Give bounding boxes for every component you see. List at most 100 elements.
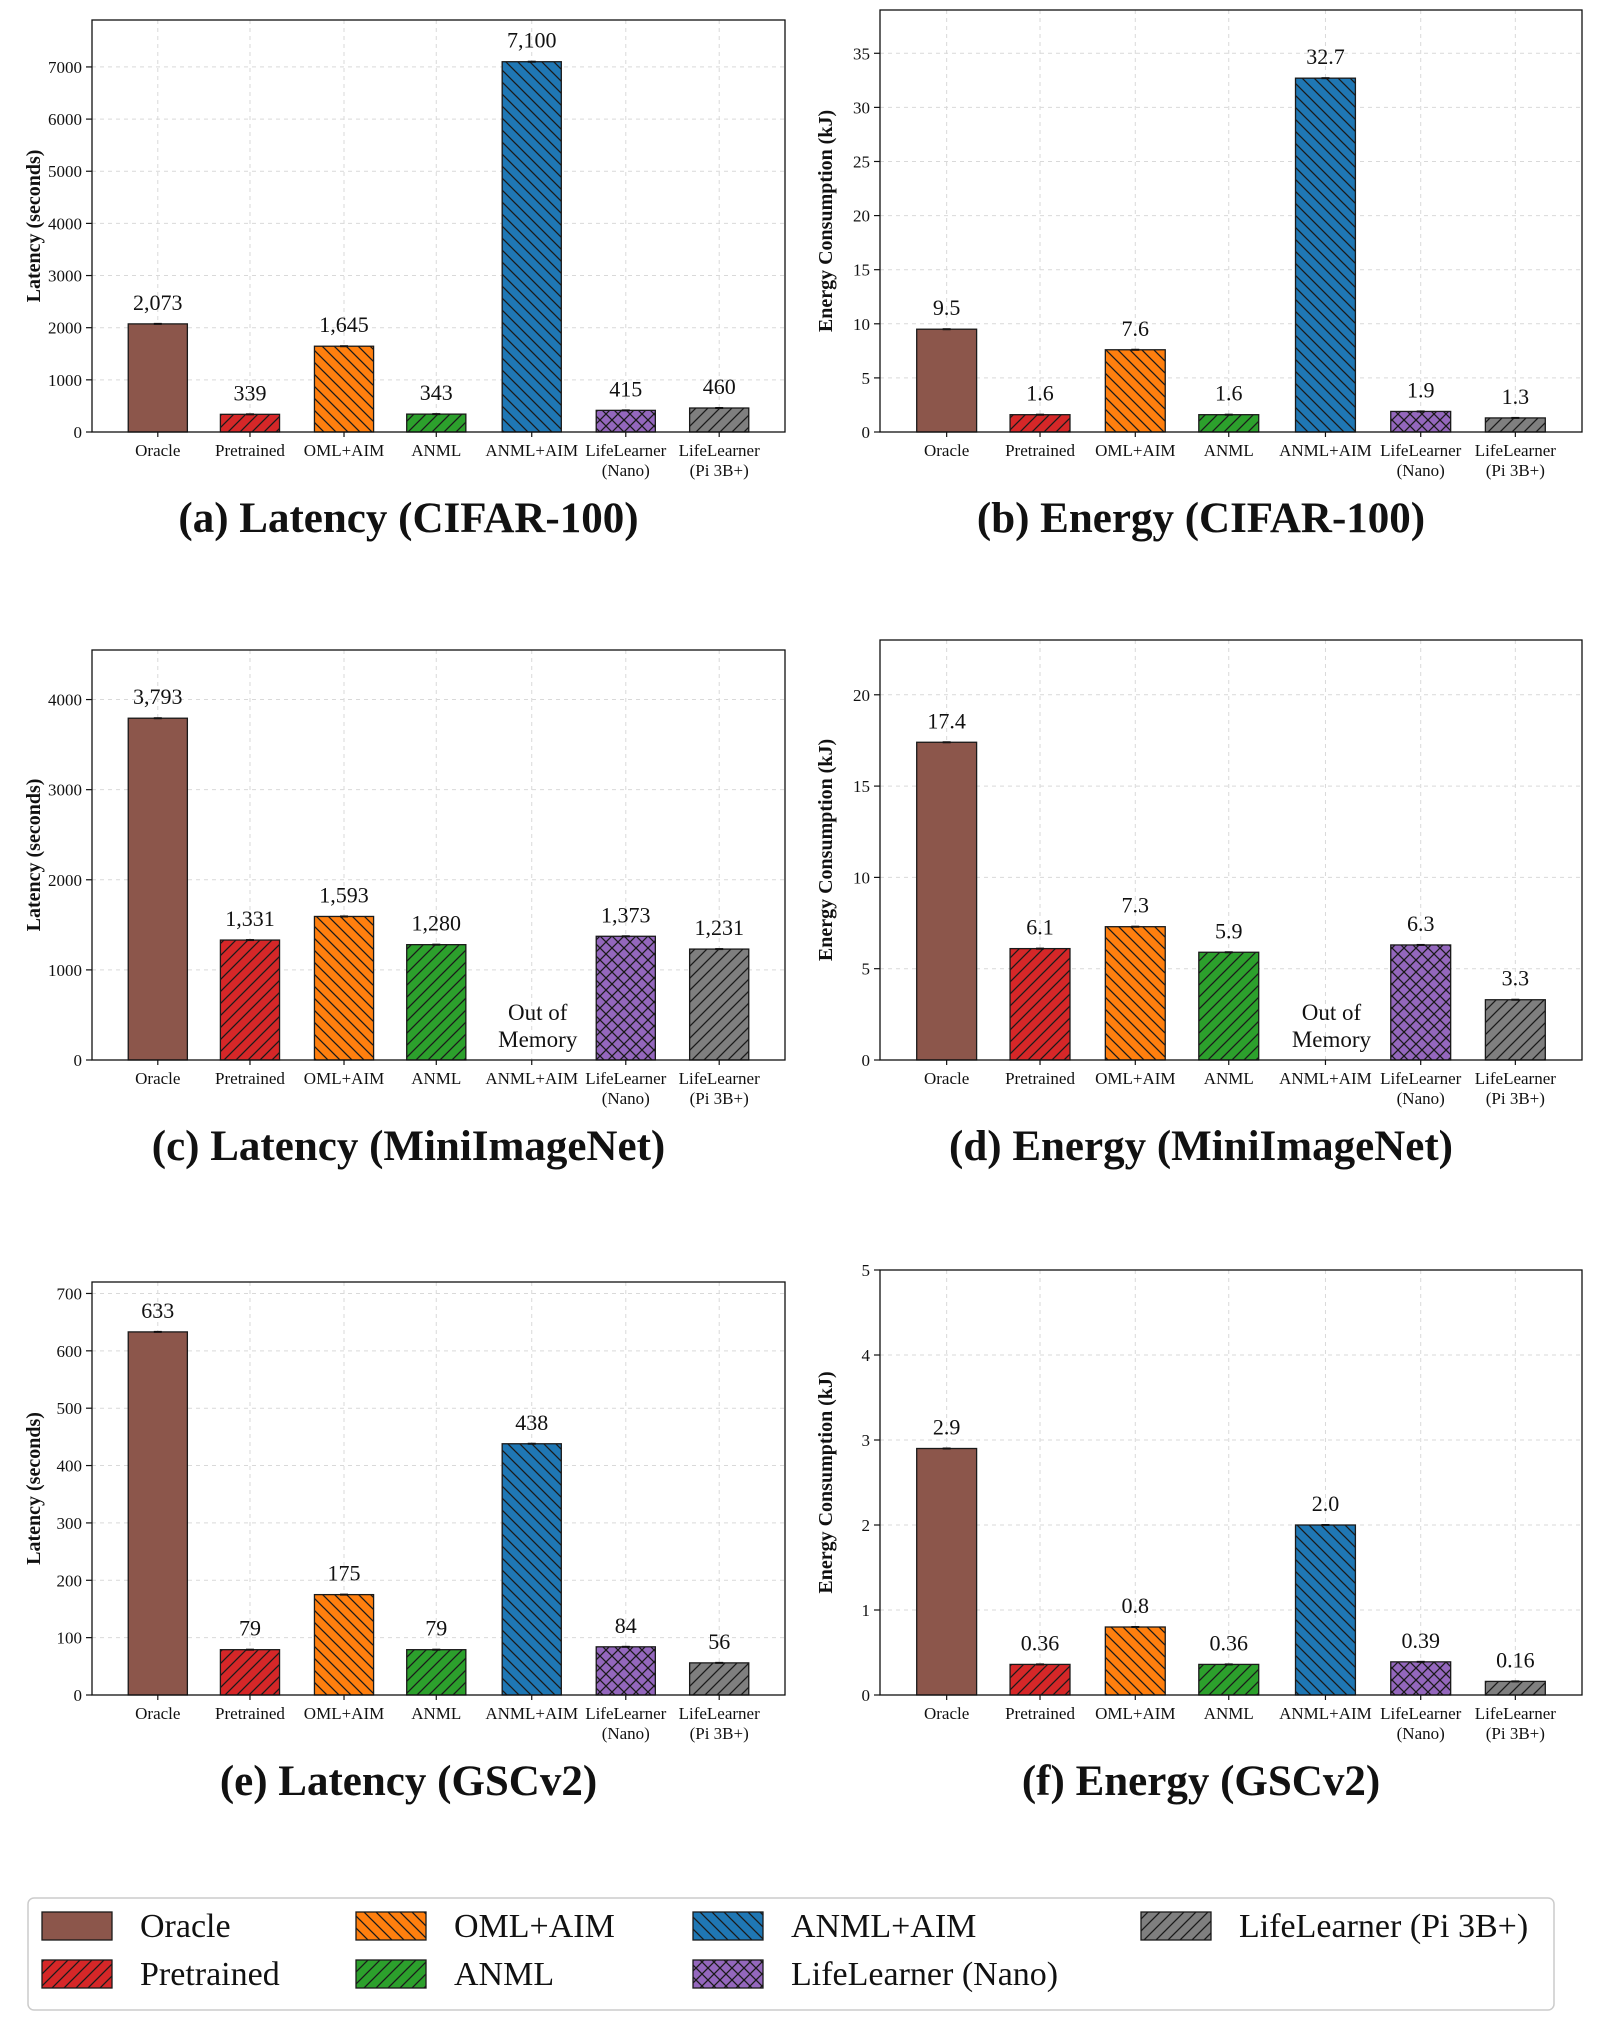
y-tick-label: 15 — [853, 261, 870, 280]
bar-lifelearner-nano — [595, 409, 657, 433]
data-label: 1.3 — [1502, 384, 1530, 409]
data-label: 9.5 — [933, 295, 961, 320]
data-label: 3.3 — [1502, 966, 1530, 991]
grid — [92, 66, 785, 381]
y-tick-label: 15 — [853, 777, 870, 796]
y-tick-label: 30 — [853, 98, 870, 117]
chart-panel-6: 2.9 0.36 0.8 0.36 2.0 0.39 0.16 0 1 2 3 4 5 Oracle Pre… — [815, 1261, 1583, 1805]
bar-lifelearner-pi-3b — [688, 948, 750, 1061]
chart-panel-2: 9.5 1.6 7.6 1.6 32.7 1.9 1.3 0 5 10 15 20 25 30 35 Orac… — [815, 9, 1583, 542]
oom-annotation: Memory — [1292, 1027, 1372, 1052]
data-label: 1,593 — [319, 882, 369, 907]
bar-oracle — [916, 741, 978, 1061]
y-tick-label: 0 — [862, 1051, 871, 1070]
bar-anml-aim — [1294, 1524, 1357, 1696]
x-tick-label: OML+AIM — [1095, 441, 1175, 460]
legend-swatch — [355, 1959, 427, 1989]
x-tick-label: LifeLearner — [679, 1704, 760, 1723]
x-tick-label: LifeLearner — [585, 1704, 666, 1723]
y-tick-label: 4000 — [48, 691, 82, 710]
x-tick-label: (Pi 3B+) — [690, 461, 749, 480]
legend-swatch — [41, 1959, 113, 1989]
bar-oracle — [127, 1331, 189, 1696]
x-tick-label: (Pi 3B+) — [690, 1089, 749, 1108]
y-tick-label: 1 — [862, 1601, 871, 1620]
data-label: 17.4 — [927, 708, 966, 733]
bar-oml-aim — [313, 345, 375, 433]
x-tick-label: ANML — [1204, 441, 1254, 460]
bar-lifelearner-pi-3b — [1484, 1680, 1546, 1696]
x-tick-label: LifeLearner — [1380, 1069, 1461, 1088]
bar-anml-aim — [1294, 77, 1357, 433]
chart-panel-1: 2,073 339 1,645 343 7,100 415 460 0 1000 2000 3000… — [23, 19, 786, 542]
y-tick-label: 0 — [74, 1051, 83, 1070]
data-label: 1.6 — [1215, 381, 1243, 406]
chart-panel-3: 3,793 1,331 1,593 1,280 1,373 1,231 Out ofMemo… — [23, 649, 786, 1170]
chart-panel-5: 633 79 175 79 438 84 56 0 100 200 300 400 500 600 700 O… — [23, 1281, 786, 1805]
y-tick-label: 100 — [57, 1629, 83, 1648]
x-tick-label: OML+AIM — [304, 1069, 384, 1088]
oom-annotation: Out of — [508, 1000, 568, 1025]
bar-oml-aim — [313, 915, 375, 1061]
bar-oml-aim — [1104, 349, 1166, 433]
data-label: 1.9 — [1407, 377, 1435, 402]
data-label: 79 — [425, 1616, 447, 1641]
data-label: 56 — [708, 1629, 730, 1654]
x-tick-label: LifeLearner — [1475, 1704, 1556, 1723]
x-tick-label: (Nano) — [602, 1724, 650, 1743]
legend-entry-lifelearner-nano: LifeLearner (Nano) — [692, 1956, 1058, 1993]
x-tick-label: LifeLearner — [679, 1069, 760, 1088]
bar-lifelearner-nano — [1390, 1661, 1452, 1696]
legend-entry-oml-aim: OML+AIM — [355, 1908, 615, 1945]
y-axis-label: Latency (seconds) — [23, 150, 45, 303]
bar-oracle — [127, 323, 189, 433]
bar-lifelearner-nano — [1390, 410, 1452, 433]
panel-caption: (d) Energy (MiniImageNet) — [949, 1123, 1453, 1170]
panel-caption: (c) Latency (MiniImageNet) — [152, 1123, 665, 1170]
x-tick-label: (Pi 3B+) — [1486, 1089, 1545, 1108]
data-label: 6.1 — [1026, 915, 1054, 940]
legend-entry-anml-aim: ANML+AIM — [692, 1908, 976, 1945]
y-tick-label: 5 — [862, 369, 871, 388]
bar-pretrained — [219, 939, 281, 1061]
data-label: 1,373 — [601, 902, 651, 927]
data-label: 2.9 — [933, 1415, 961, 1440]
bar-anml — [1198, 414, 1260, 433]
panel-caption: (a) Latency (CIFAR-100) — [178, 495, 638, 542]
bar-lifelearner-pi-3b — [688, 1662, 750, 1696]
y-tick-label: 300 — [57, 1514, 83, 1533]
y-tick-label: 0 — [74, 423, 83, 442]
x-tick-label: Oracle — [924, 1069, 969, 1088]
bar-oml-aim — [313, 1593, 375, 1696]
x-tick-label: LifeLearner — [679, 441, 760, 460]
data-label: 0.39 — [1401, 1628, 1440, 1653]
y-tick-label: 25 — [853, 152, 870, 171]
x-tick-label: (Nano) — [1397, 1724, 1445, 1743]
data-label: 0.36 — [1210, 1630, 1249, 1655]
y-tick-label: 2 — [862, 1516, 871, 1535]
data-label: 0.36 — [1021, 1630, 1060, 1655]
y-tick-label: 20 — [853, 207, 870, 226]
x-tick-label: OML+AIM — [304, 441, 384, 460]
x-tick-label: ANML+AIM — [1279, 1069, 1372, 1088]
y-tick-label: 10 — [853, 315, 870, 334]
y-tick-label: 4 — [862, 1346, 871, 1365]
bar-lifelearner-pi-3b — [688, 407, 750, 433]
bar-pretrained — [1009, 414, 1071, 433]
y-tick-label: 3 — [862, 1431, 871, 1450]
y-tick-label: 200 — [57, 1571, 83, 1590]
axes-frame — [879, 1269, 1583, 1696]
bar-pretrained — [219, 1649, 281, 1696]
legend-entry-lifelearner-pi-3b: LifeLearner (Pi 3B+) — [1140, 1908, 1528, 1945]
x-tick-label: (Nano) — [1397, 1089, 1445, 1108]
x-tick-label: Pretrained — [1005, 1069, 1075, 1088]
y-tick-label: 20 — [853, 686, 870, 705]
legend-swatch — [1140, 1911, 1212, 1941]
x-tick-label: LifeLearner — [585, 441, 666, 460]
bar-pretrained — [219, 413, 281, 433]
y-tick-label: 2000 — [48, 319, 82, 338]
axes-frame — [91, 19, 786, 433]
